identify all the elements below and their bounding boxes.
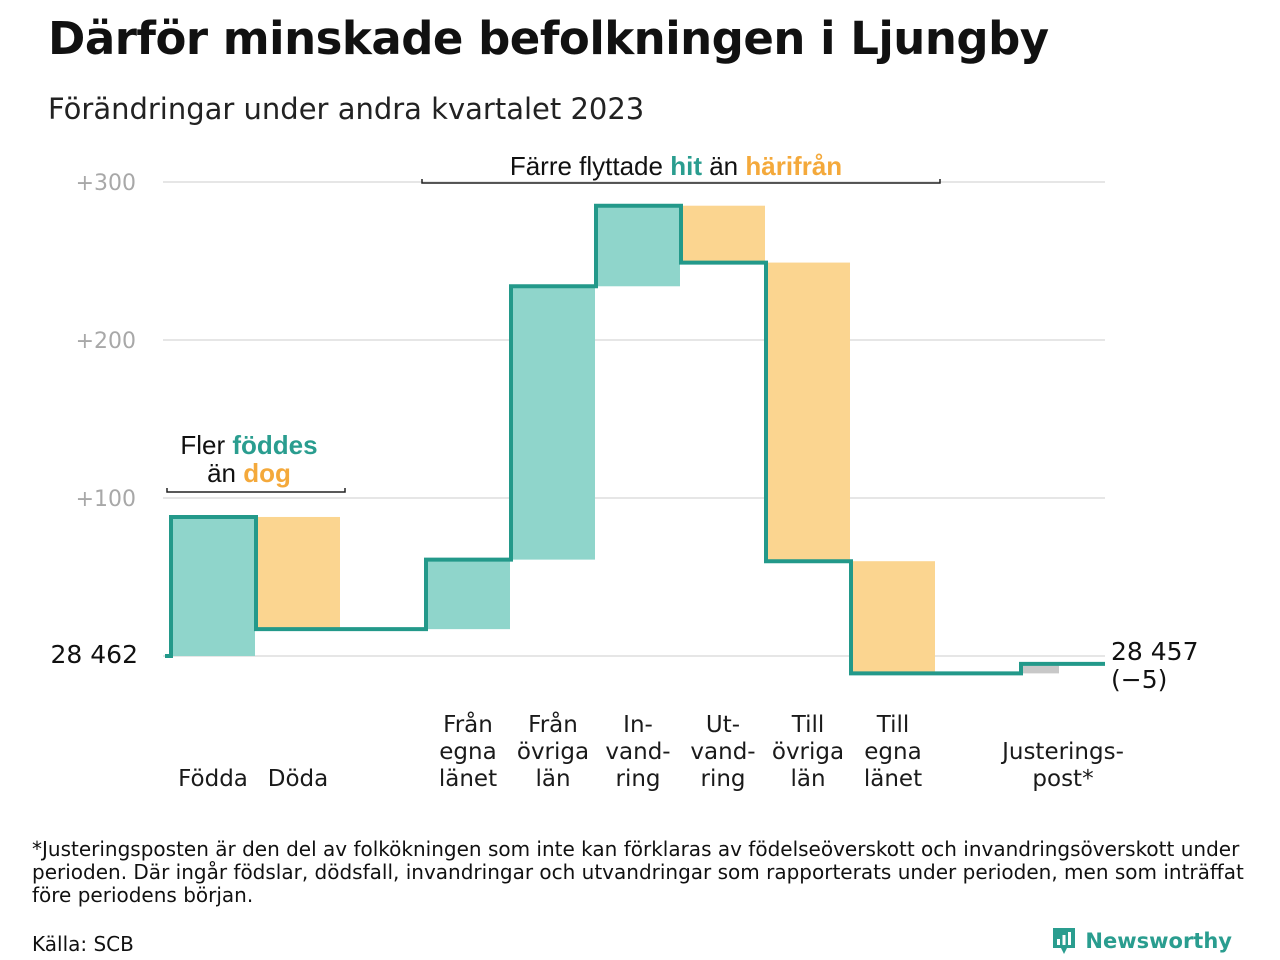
annotation-bracket [166,488,346,493]
category-label: Döda [268,766,328,792]
bar [1023,663,1059,674]
category-label: Till [876,712,910,738]
start-value-label: 28 462 [51,640,138,669]
bar [766,262,850,562]
chart-title: Därför minskade befolkningen i Ljungby [48,12,1049,65]
waterfall-chart: +100+200+300 Födda DödaFrånegnalänetFrånö… [51,151,1199,792]
bar [596,205,680,287]
category-label: In- [623,712,653,738]
category-label: Till [791,712,825,738]
annotation-text: Fler föddes [180,430,317,460]
category-label: län [535,766,570,792]
category-label: Justerings- [1000,739,1124,765]
bar [511,286,595,560]
bar [256,516,340,630]
category-label: egna [439,739,496,765]
newsworthy-logo-icon [1053,928,1076,954]
bar [171,516,255,656]
category-label: Från [443,710,493,738]
category-label: ring [700,766,745,792]
category-label: övriga [517,739,589,765]
category-label: övriga [772,739,844,765]
annotation-text: än dog [207,458,291,488]
category-label: ring [615,766,660,792]
brand: Newsworthy [1051,926,1232,956]
labels: Födda DödaFrånegnalänetFrånövrigalänIn-va… [51,637,1199,792]
category-label: post* [1032,766,1093,792]
bar [426,559,510,630]
step-line [165,203,1105,676]
bar [851,561,935,674]
footnote: *Justeringsposten är den del av folkökni… [32,837,1244,907]
category-label: län [790,766,825,792]
category-label: länet [439,766,497,792]
category-label: egna [864,739,921,765]
brand-name: Newsworthy [1085,929,1232,953]
source-note: Källa: SCB [32,932,134,956]
step-line-group [165,203,1105,676]
annotation-bracket [421,179,941,184]
chart-subtitle: Förändringar under andra kvartalet 2023 [48,92,645,126]
category-label: Ut- [706,712,740,738]
bars [171,205,1059,674]
category-label: Födda [178,766,248,792]
category-label: Från [528,710,578,738]
end-value-label: 28 457 [1111,637,1198,666]
end-change-label: (−5) [1111,665,1167,694]
annotation-text: Färre flyttade hit än härifrån [510,151,842,181]
category-label: länet [864,766,922,792]
y-tick-label: +200 [76,329,136,354]
category-label: vand- [605,739,670,765]
gridlines: +100 +200 +300 [76,171,1105,657]
y-tick-label: +300 [76,171,136,196]
bar [681,205,765,263]
category-label: vand- [690,739,755,765]
y-tick-label: +100 [76,487,136,512]
